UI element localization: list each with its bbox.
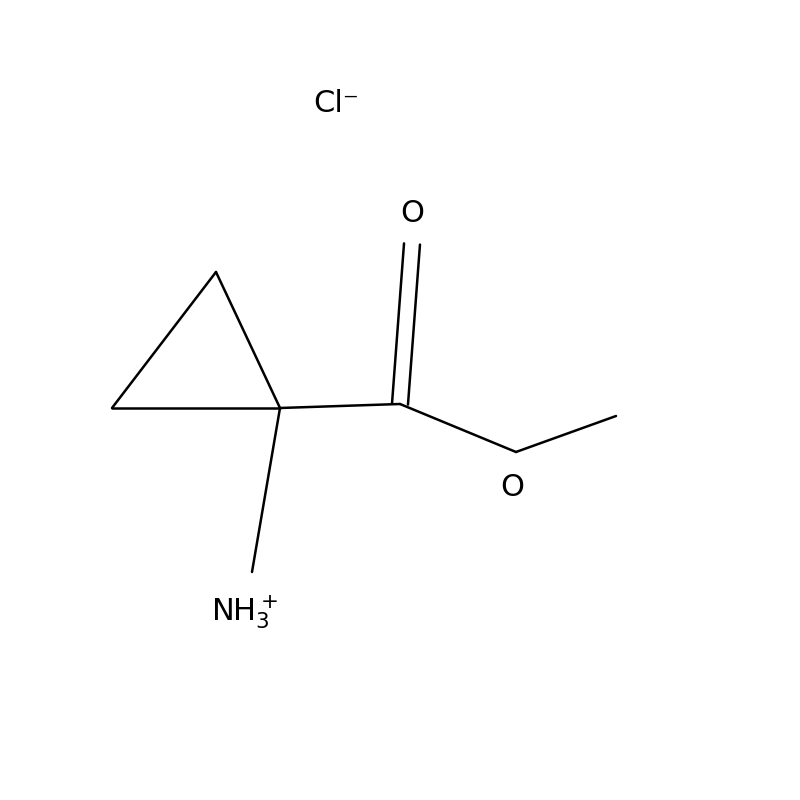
Text: O: O (500, 474, 524, 502)
Text: NH$_3^+$: NH$_3^+$ (210, 593, 278, 631)
Text: O: O (400, 199, 424, 228)
Text: Cl⁻: Cl⁻ (313, 90, 359, 118)
